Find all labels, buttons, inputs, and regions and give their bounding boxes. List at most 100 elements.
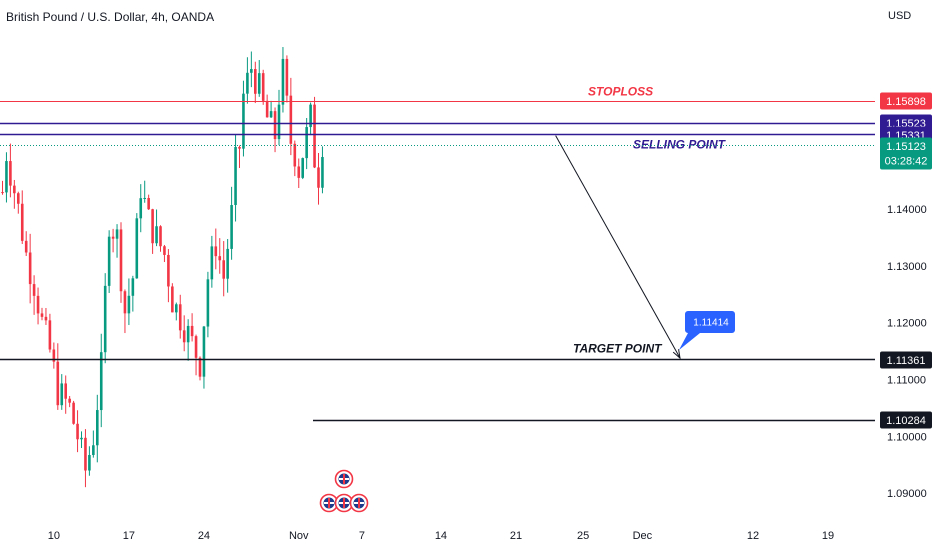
candle	[76, 410, 79, 453]
candle	[234, 134, 237, 222]
candle	[13, 179, 16, 209]
candle	[40, 307, 44, 321]
candle	[246, 57, 249, 104]
flag-cross	[343, 498, 345, 508]
candle	[178, 294, 182, 339]
candle	[301, 157, 304, 180]
candle	[285, 55, 289, 103]
candle	[289, 77, 293, 156]
candle-body	[151, 209, 154, 244]
candle	[273, 107, 277, 153]
candle-body	[88, 455, 91, 471]
candle	[5, 152, 8, 203]
x-tick-label: 17	[123, 530, 135, 542]
candle	[143, 180, 146, 203]
candle	[36, 287, 40, 325]
candle-body	[20, 203, 24, 241]
candle-body	[72, 402, 75, 424]
candle-body	[84, 437, 87, 471]
candle-body	[186, 325, 190, 343]
candle-body	[36, 295, 40, 314]
candle-body	[226, 248, 229, 279]
support-axis-tag	[880, 411, 932, 429]
candle-body	[99, 352, 103, 411]
target-axis-tag	[880, 351, 932, 369]
time-axis[interactable]: 10 17 24 Nov 7 14 21 25 Dec 12 19	[48, 530, 834, 542]
candle-body	[293, 143, 297, 167]
projection-arrow-head	[672, 349, 681, 360]
candle	[92, 430, 95, 458]
candle-body	[56, 361, 60, 406]
candle	[309, 102, 312, 136]
candle-body	[40, 313, 44, 317]
candle-body	[135, 218, 139, 279]
candle-body	[234, 146, 237, 206]
flag-cross	[358, 498, 360, 508]
us-flag-icon	[349, 493, 369, 513]
candle-body	[214, 246, 218, 257]
candle	[167, 249, 170, 303]
candle	[277, 89, 281, 146]
candle	[115, 224, 119, 258]
candle	[32, 275, 36, 315]
candle-body	[119, 229, 123, 292]
candle-body	[285, 58, 289, 96]
candle	[293, 140, 297, 177]
candle	[107, 230, 111, 293]
candle-body	[254, 69, 257, 94]
candle-body	[210, 246, 214, 280]
candle	[17, 191, 20, 214]
candle	[269, 100, 273, 119]
candle-body	[202, 326, 206, 377]
candle-body	[194, 336, 198, 358]
candle-body	[313, 104, 316, 168]
candle-body	[48, 320, 52, 350]
price-axis[interactable]: USD	[888, 10, 911, 22]
selling-text: SELLING POINT	[633, 138, 727, 152]
candle-body	[163, 246, 166, 255]
candle-body	[190, 325, 194, 337]
y-tick-label: 1.14000	[887, 204, 927, 216]
candles-group	[1, 47, 324, 488]
candle-body	[143, 197, 146, 199]
candle	[131, 275, 135, 312]
candle-body	[277, 104, 281, 140]
candle-body	[96, 410, 99, 446]
candle-body	[242, 93, 245, 149]
candle-body	[24, 240, 28, 253]
x-tick-label: 25	[577, 530, 589, 542]
price-callout-bubble	[679, 311, 735, 350]
candle	[194, 334, 198, 376]
candle	[88, 446, 91, 476]
candle-body	[261, 73, 265, 101]
price-levels-group: STOPLOSS SELLING POINT TARGET POINT	[0, 85, 875, 422]
candle-body	[147, 197, 150, 210]
candle	[190, 313, 194, 342]
candle-body	[317, 167, 320, 188]
candle-body	[131, 278, 135, 296]
candle-body	[44, 316, 48, 321]
candle-body	[206, 279, 210, 327]
candle	[80, 431, 83, 448]
y-tick-label: 1.09000	[887, 488, 927, 500]
candle	[198, 356, 202, 381]
candle-body	[32, 284, 36, 296]
candle	[281, 47, 285, 113]
candle	[171, 283, 174, 313]
candle	[321, 146, 324, 194]
support-axis-label: 1.10284	[886, 415, 926, 427]
candle	[123, 289, 127, 334]
candle	[151, 208, 154, 254]
candle-body	[52, 349, 56, 362]
last-price-axis-tag	[880, 137, 932, 170]
candle	[147, 194, 150, 210]
uk-flag-icon	[334, 469, 354, 489]
candle-body	[230, 205, 233, 249]
candle	[257, 60, 261, 97]
x-tick-label: 24	[198, 530, 210, 542]
candle-body	[218, 256, 222, 261]
candle-body	[60, 383, 64, 406]
y-tick-label: 1.12000	[887, 318, 927, 330]
